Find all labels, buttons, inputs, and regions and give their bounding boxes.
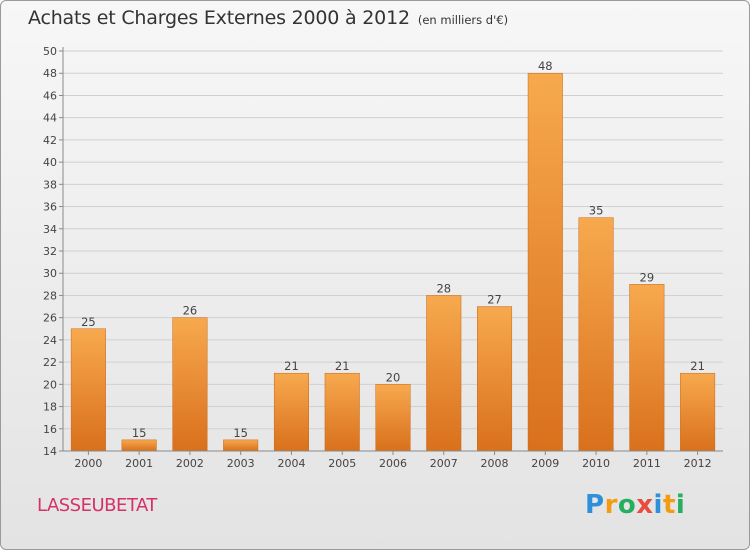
y-tick-label: 36 bbox=[43, 201, 57, 214]
y-tick-label: 20 bbox=[43, 378, 57, 391]
y-tick-label: 44 bbox=[43, 112, 57, 125]
logo-letter: o bbox=[617, 490, 637, 520]
y-tick-label: 50 bbox=[43, 45, 57, 58]
x-tick-label: 2001 bbox=[125, 457, 153, 470]
data-label: 27 bbox=[487, 293, 502, 307]
proxiti-logo: Proxiti bbox=[585, 490, 685, 520]
y-tick-label: 42 bbox=[43, 134, 57, 147]
x-tick-label: 2005 bbox=[328, 457, 356, 470]
chart-title-text: Achats et Charges Externes 2000 à 2012 bbox=[28, 7, 410, 29]
y-tick-label: 16 bbox=[43, 423, 57, 436]
data-label: 29 bbox=[640, 270, 655, 284]
x-tick-labels: 2000 2001 2002 2003 2004 2005 2006 2007 2008 2009… bbox=[74, 457, 711, 470]
x-tick-label: 2012 bbox=[684, 457, 712, 470]
bar-2001 bbox=[121, 439, 157, 452]
x-tick-label: 2002 bbox=[176, 457, 204, 470]
x-tick-label: 2009 bbox=[531, 457, 559, 470]
y-tick-label: 14 bbox=[43, 445, 57, 458]
data-label: 26 bbox=[183, 304, 198, 318]
logo-letter: x bbox=[636, 490, 654, 520]
y-tick-label: 34 bbox=[43, 223, 57, 236]
commune-name: LASSEUBETAT bbox=[37, 495, 157, 516]
chart-title: Achats et Charges Externes 2000 à 2012 (e… bbox=[28, 7, 508, 29]
x-tick-label: 2004 bbox=[277, 457, 305, 470]
data-label: 35 bbox=[589, 204, 604, 218]
y-tick-label: 40 bbox=[43, 156, 57, 169]
x-tick-label: 2007 bbox=[430, 457, 458, 470]
data-labels: 25 15 26 15 21 21 20 28 27 48 35 29 21 bbox=[81, 59, 705, 440]
x-tick-label: 2003 bbox=[227, 457, 255, 470]
logo-letter: t bbox=[662, 490, 676, 520]
bar-2000 bbox=[70, 328, 106, 452]
bar-2012 bbox=[680, 372, 716, 452]
logo-letter: i bbox=[653, 490, 663, 520]
logo-letter: P bbox=[585, 490, 605, 520]
data-label: 21 bbox=[284, 359, 299, 373]
bar-2005 bbox=[324, 372, 360, 452]
x-tick-label: 2006 bbox=[379, 457, 407, 470]
x-tick-label: 2011 bbox=[633, 457, 661, 470]
logo-letter: r bbox=[604, 490, 618, 520]
data-label: 15 bbox=[233, 426, 248, 440]
data-label: 21 bbox=[335, 359, 350, 373]
data-label: 25 bbox=[81, 315, 96, 329]
y-tick-label: 30 bbox=[43, 267, 57, 280]
y-tick-label: 46 bbox=[43, 89, 57, 102]
y-tick-label: 48 bbox=[43, 67, 57, 80]
bar-2010 bbox=[578, 217, 614, 452]
y-tick-label: 26 bbox=[43, 312, 57, 325]
y-tick-label: 18 bbox=[43, 401, 57, 414]
bar-2006 bbox=[375, 384, 411, 452]
y-tick-label: 32 bbox=[43, 245, 57, 258]
logo-letter: i bbox=[675, 490, 686, 520]
bar-2002 bbox=[172, 317, 208, 452]
data-label: 48 bbox=[538, 59, 553, 73]
data-label: 28 bbox=[436, 281, 451, 295]
bar-2011 bbox=[629, 284, 665, 452]
chart-unit-note: (en milliers d'€) bbox=[417, 13, 509, 27]
y-tick-label: 38 bbox=[43, 178, 57, 191]
data-label: 20 bbox=[386, 370, 401, 384]
y-tick-label: 24 bbox=[43, 334, 57, 347]
x-tick-label: 2010 bbox=[582, 457, 610, 470]
y-tick-label: 28 bbox=[43, 289, 57, 302]
bars bbox=[70, 72, 716, 452]
x-tick-label: 2008 bbox=[481, 457, 509, 470]
x-tick-label: 2000 bbox=[74, 457, 102, 470]
data-label: 21 bbox=[690, 359, 705, 373]
bar-2008 bbox=[477, 306, 513, 452]
axes bbox=[59, 47, 723, 455]
data-label: 15 bbox=[132, 426, 147, 440]
y-tick-labels: 14 16 18 20 22 24 26 28 30 32 34 36 38 40 42 44 46 48 50 bbox=[43, 45, 57, 458]
bar-2004 bbox=[273, 372, 309, 452]
bar-2007 bbox=[426, 295, 462, 452]
y-tick-label: 22 bbox=[43, 356, 57, 369]
bar-2003 bbox=[223, 439, 259, 452]
bar-2009 bbox=[527, 72, 563, 452]
